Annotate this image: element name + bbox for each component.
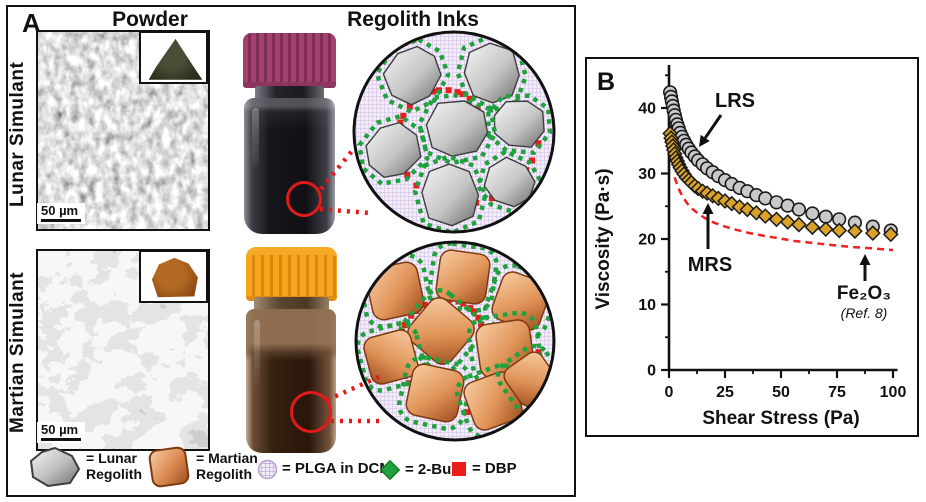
viscosity-chart: 0 10 20 30 40 0 25 50 75 100 Shear Stress (Pa) Visc… bbox=[593, 65, 907, 429]
martian-regolith-particle-icon bbox=[148, 446, 190, 488]
panel-b-box bbox=[585, 57, 919, 437]
svg-text:25: 25 bbox=[716, 384, 734, 401]
powder-inset-lunar bbox=[139, 31, 208, 84]
mrs-data-point bbox=[817, 221, 834, 238]
column-header-regolith-inks: Regolith Inks bbox=[347, 8, 479, 31]
lunar-ink-highlight-circle bbox=[286, 181, 322, 217]
svg-text:30: 30 bbox=[638, 166, 656, 183]
martian-bottle-glint bbox=[254, 320, 260, 386]
mrs-data-point bbox=[882, 226, 899, 243]
annotation-lrs: LRS bbox=[715, 90, 755, 112]
mrs-data-point bbox=[831, 222, 848, 239]
y-axis-title: Viscosity (Pa·s) bbox=[593, 168, 614, 309]
x-axis-title: Shear Stress (Pa) bbox=[702, 408, 859, 429]
mrs-data-point bbox=[779, 214, 796, 230]
legend-label-lunar-regolith: = Lunar Regolith bbox=[86, 450, 142, 482]
annotation-mrs: MRS bbox=[688, 254, 732, 276]
mrs-data-point bbox=[804, 219, 821, 236]
row-label-martian-simulant: Martian Simulant bbox=[7, 271, 28, 433]
panel-b-label: B bbox=[597, 68, 615, 96]
lunar-regolith-particle-icon bbox=[29, 446, 81, 488]
scale-bar-martian-text: 50 µm bbox=[41, 422, 79, 437]
scale-bar-lunar-text: 50 µm bbox=[41, 203, 79, 218]
legend-item-dbp: = DBP bbox=[450, 460, 517, 478]
svg-text:40: 40 bbox=[638, 101, 656, 118]
annotation-fe2o3: Fe₂O₃ bbox=[837, 283, 891, 304]
mrs-data-point bbox=[768, 211, 785, 228]
lrs-data-point bbox=[791, 202, 806, 217]
legend-label-dbp: = DBP bbox=[472, 459, 517, 477]
svg-text:0: 0 bbox=[647, 363, 656, 380]
legend-label-plga: = PLGA in DCM bbox=[282, 460, 392, 478]
legend-label-martian-regolith: = Martian Regolith bbox=[196, 450, 258, 482]
scale-bar-martian: 50 µm bbox=[37, 422, 85, 443]
martian-ink-bottle-cap bbox=[246, 247, 337, 301]
dbp-square-icon bbox=[452, 462, 466, 476]
svg-text:100: 100 bbox=[880, 384, 907, 401]
legend-item-plga: = PLGA in DCM bbox=[257, 459, 392, 480]
lrs-data-point bbox=[805, 206, 820, 221]
fe2o3-dashed-line bbox=[673, 176, 894, 252]
svg-text:0: 0 bbox=[665, 384, 674, 401]
legend-item-lunar-regolith: = Lunar Regolith bbox=[28, 445, 152, 489]
2-bu-diamond-icon bbox=[379, 459, 401, 481]
svg-text:10: 10 bbox=[638, 297, 656, 314]
legend-item-2bu: = 2-Bu bbox=[379, 459, 451, 481]
legend-label-2bu: = 2-Bu bbox=[405, 460, 452, 478]
plga-in-dcm-icon bbox=[257, 459, 278, 480]
mrs-data-point bbox=[847, 223, 863, 240]
lunar-ink-bottle-cap bbox=[243, 33, 336, 88]
scale-bar-lunar: 50 µm bbox=[37, 203, 85, 224]
lunar-powder-pile bbox=[148, 38, 203, 80]
row-label-lunar-simulant: Lunar Simulant bbox=[7, 61, 28, 207]
mrs-data-point bbox=[757, 208, 774, 224]
mrs-data-point bbox=[739, 201, 756, 218]
svg-text:50: 50 bbox=[772, 384, 790, 401]
lrs-data-point bbox=[818, 209, 833, 224]
annotation-fe2o3-ref: (Ref. 8) bbox=[841, 305, 888, 321]
martian-ink-highlight-circle bbox=[290, 391, 332, 433]
legend-item-martian-regolith: = Martian Regolith bbox=[146, 445, 266, 489]
lunar-bottle-glint bbox=[252, 108, 259, 168]
mrs-data-point bbox=[791, 216, 807, 233]
column-header-powder: Powder bbox=[112, 8, 188, 31]
svg-text:20: 20 bbox=[638, 232, 656, 249]
martian-powder-pile bbox=[151, 257, 198, 298]
svg-text:75: 75 bbox=[828, 384, 846, 401]
martian-ink-bottle-neck bbox=[254, 297, 329, 311]
scale-bar-lunar-line bbox=[41, 219, 81, 222]
mrs-data-point bbox=[864, 225, 881, 241]
powder-inset-martian bbox=[139, 250, 208, 303]
scale-bar-martian-line bbox=[41, 438, 81, 441]
